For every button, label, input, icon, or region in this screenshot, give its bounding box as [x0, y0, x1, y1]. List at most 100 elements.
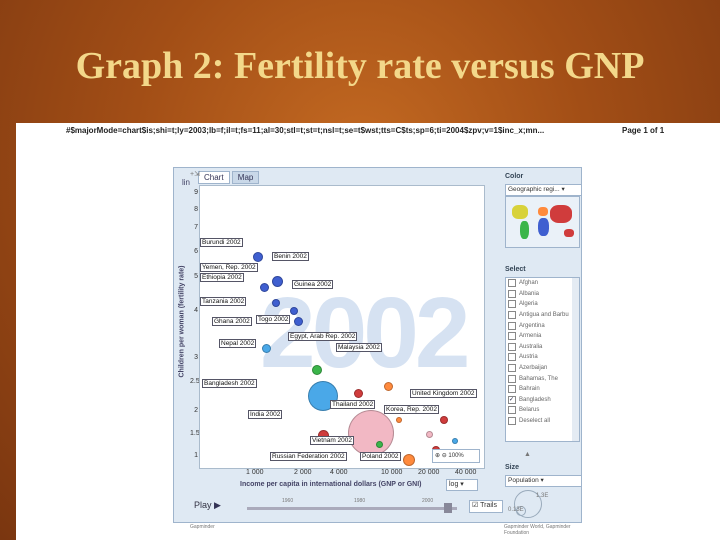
color-header: Color: [505, 173, 524, 180]
x-axis-label[interactable]: Income per capita in international dolla…: [240, 481, 422, 488]
tab-map[interactable]: Map: [231, 171, 260, 184]
country-label[interactable]: Poland 2002: [360, 452, 401, 461]
map-oceania[interactable]: [564, 229, 574, 237]
country-label[interactable]: Benin 2002: [272, 252, 309, 261]
checkbox[interactable]: [508, 353, 516, 362]
list-scrollbar[interactable]: [572, 278, 579, 441]
country-label[interactable]: Egypt, Arab Rep. 2002: [288, 332, 358, 341]
zoom-out-icon[interactable]: ⊖: [441, 453, 447, 459]
bubble-thailand[interactable]: [354, 389, 363, 398]
checkbox[interactable]: [508, 342, 516, 351]
list-item[interactable]: Afghan: [506, 278, 579, 289]
list-item[interactable]: Belarus: [506, 405, 579, 416]
time-slider[interactable]: [247, 507, 457, 510]
country-label[interactable]: Guinea 2002: [292, 280, 334, 289]
checkbox[interactable]: [508, 300, 516, 309]
bubble-russia[interactable]: [403, 454, 415, 466]
region-map[interactable]: [505, 196, 580, 248]
list-item-label: Belarus: [519, 407, 540, 414]
list-item[interactable]: Australia: [506, 342, 579, 353]
list-item[interactable]: Austria: [506, 352, 579, 363]
checkbox[interactable]: [508, 374, 516, 383]
size-header: Size: [505, 464, 520, 471]
bubble-united-kingdom[interactable]: [440, 416, 448, 424]
checkbox-checked[interactable]: ✓: [508, 395, 516, 404]
bubble-tanzania[interactable]: [272, 299, 280, 307]
list-item[interactable]: Bahamas, The: [506, 373, 579, 384]
chart-area[interactable]: 2002 Burundi 2002 Benin 2002 Yemen, Rep.: [199, 185, 485, 469]
country-label[interactable]: Nepal 2002: [219, 339, 257, 348]
zoom-arrows-icon[interactable]: +⇲: [190, 171, 200, 178]
color-selector[interactable]: Geographic regi... ▾: [505, 184, 582, 196]
country-label[interactable]: Malaysia 2002: [336, 343, 382, 352]
country-label[interactable]: United Kingdom 2002: [410, 389, 477, 398]
bubble-burundi[interactable]: [253, 252, 263, 262]
checkbox[interactable]: [508, 332, 516, 341]
time-slider-handle[interactable]: [444, 503, 452, 513]
list-item[interactable]: Albania: [506, 289, 579, 300]
checkbox[interactable]: [508, 364, 516, 373]
list-item[interactable]: ✓ Bangladesh: [506, 395, 579, 406]
country-label[interactable]: Ethiopia 2002: [200, 273, 244, 282]
map-asia[interactable]: [550, 205, 572, 223]
checkbox[interactable]: [508, 311, 516, 320]
bubble-nepal[interactable]: [262, 344, 271, 353]
footer-right: Gapminder World, Gapminder Foundation: [504, 524, 571, 536]
tab-chart[interactable]: Chart: [198, 171, 230, 184]
bubble-malaysia[interactable]: [384, 382, 393, 391]
country-list[interactable]: Afghan Albania Algeria Antigua and Barbu…: [505, 277, 580, 442]
list-item[interactable]: Bahrain: [506, 384, 579, 395]
bubble-guinea[interactable]: [290, 307, 298, 315]
bubble-china[interactable]: [348, 410, 394, 456]
y-axis-label[interactable]: Children per woman (fertility rate): [178, 265, 186, 378]
list-item[interactable]: Armenia: [506, 331, 579, 342]
checkbox[interactable]: [508, 406, 516, 415]
select-expand-icon[interactable]: ▲: [524, 451, 531, 458]
bubble-other[interactable]: [396, 417, 402, 423]
checkbox[interactable]: [508, 385, 516, 394]
bubble-egypt[interactable]: [312, 365, 322, 375]
country-label[interactable]: Vietnam 2002: [310, 436, 354, 445]
country-label[interactable]: Tanzania 2002: [200, 297, 247, 306]
checkbox[interactable]: [508, 279, 516, 288]
country-label[interactable]: Ghana 2002: [212, 317, 252, 326]
zoom-in-icon[interactable]: ⊕: [435, 453, 441, 459]
y-tick: 1: [194, 452, 198, 459]
country-label[interactable]: Thailand 2002: [330, 400, 376, 409]
bubble-ghana[interactable]: [294, 317, 303, 326]
list-item[interactable]: Algeria: [506, 299, 579, 310]
country-label[interactable]: Bangladesh 2002: [202, 379, 257, 388]
country-label[interactable]: Togo 2002: [256, 315, 291, 324]
checkbox[interactable]: [508, 289, 516, 298]
map-americas[interactable]: [512, 205, 528, 219]
zoom-control[interactable]: ⊕ ⊖ 100%: [432, 449, 480, 463]
list-item[interactable]: Antigua and Barbu: [506, 310, 579, 321]
deselect-all-button[interactable]: Deselect all: [506, 416, 579, 427]
country-label[interactable]: Russian Federation 2002: [270, 452, 347, 461]
list-item[interactable]: Argentina: [506, 320, 579, 331]
checkbox[interactable]: [508, 417, 516, 426]
country-label[interactable]: Korea, Rep. 2002: [384, 405, 439, 414]
list-item-label: Albania: [519, 290, 540, 297]
trails-toggle[interactable]: ☑ Trails: [469, 500, 503, 513]
x-scale-selector[interactable]: log ▾: [446, 479, 478, 491]
size-selector[interactable]: Population ▾: [505, 475, 582, 487]
map-south-america[interactable]: [520, 221, 529, 239]
country-label[interactable]: Yemen, Rep. 2002: [200, 263, 258, 272]
bubble-benin[interactable]: [272, 276, 283, 287]
y-scale-selector[interactable]: lin: [182, 178, 191, 187]
bubble-korea[interactable]: [426, 431, 433, 438]
checkbox[interactable]: [508, 321, 516, 330]
bubble-other[interactable]: [452, 438, 458, 444]
bubble-other[interactable]: [376, 441, 383, 448]
play-button[interactable]: Play ▶: [194, 500, 221, 511]
page-number: Page 1 of 1: [622, 126, 665, 135]
country-label[interactable]: Burundi 2002: [200, 238, 243, 247]
list-item[interactable]: Azerbaijan: [506, 363, 579, 374]
screenshot: #$majorMode=chart$is;shi=t;ly=2003;lb=f;…: [16, 123, 720, 540]
map-africa[interactable]: [538, 218, 549, 236]
country-label[interactable]: India 2002: [248, 410, 283, 419]
map-europe[interactable]: [538, 207, 548, 216]
trails-checkbox[interactable]: ☑: [472, 502, 479, 509]
bubble-ethiopia[interactable]: [260, 283, 269, 292]
